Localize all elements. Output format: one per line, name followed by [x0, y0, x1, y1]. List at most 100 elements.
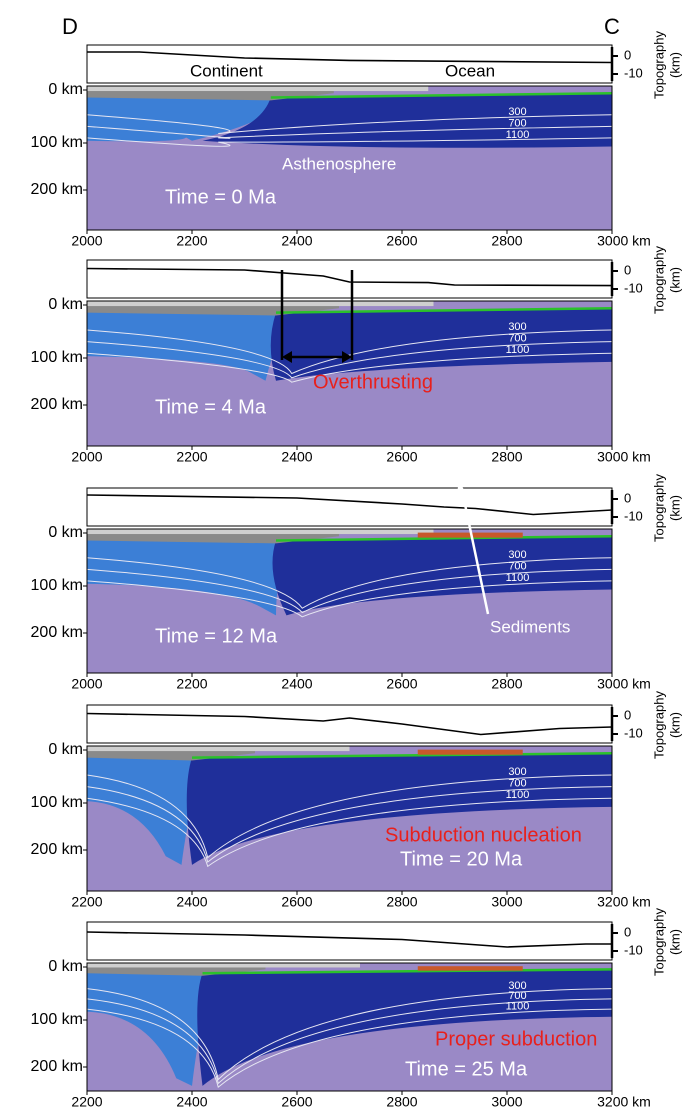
x-tick-label: 3000 km	[597, 233, 651, 249]
model-frame	[86, 528, 613, 674]
panel-label: Overthrusting	[313, 371, 433, 393]
x-tick-label: 2200	[71, 894, 102, 910]
upper-crust	[87, 746, 350, 752]
upper-crust	[87, 86, 429, 92]
topography-tick-label: -10	[624, 280, 643, 295]
topography-tick-label: -10	[624, 508, 643, 523]
topography-curve	[86, 712, 613, 736]
panel-label: Time = 20 Ma	[400, 848, 523, 870]
oceanic-plate	[272, 536, 612, 616]
x-tick-label: 2400	[281, 676, 312, 692]
x-tick-label: 2800	[491, 449, 522, 465]
panel-label: Ocean	[445, 61, 495, 80]
topography-curve	[86, 494, 613, 516]
model-frame	[86, 745, 613, 892]
x-tick-label: 2400	[176, 894, 207, 910]
x-tick-label: 3200 km	[597, 1094, 651, 1110]
model-frame	[86, 300, 613, 447]
depth-label: 200 km	[31, 841, 83, 858]
isotherm-label: 1100	[506, 129, 530, 141]
depth-label: 100 km	[31, 577, 83, 594]
topography-box	[86, 921, 613, 961]
depth-label: 0 km	[48, 958, 83, 975]
panel-label: Subduction nucleation	[385, 824, 582, 846]
depth-label: 100 km	[31, 134, 83, 151]
isotherm	[86, 114, 613, 135]
panel-label: Sediments	[490, 617, 570, 636]
x-tick-label: 2600	[386, 676, 417, 692]
x-tick-label: 2600	[386, 449, 417, 465]
depth-label: 0 km	[48, 524, 83, 541]
x-tick-label: 2200	[176, 449, 207, 465]
x-tick-label: 3000	[491, 1094, 522, 1110]
x-tick-label: 2000	[71, 676, 102, 692]
oceanic-plate	[270, 308, 612, 381]
depth-label: 100 km	[31, 1011, 83, 1028]
isotherm	[86, 352, 613, 383]
seafloor	[191, 752, 613, 759]
isotherm-label: 300	[508, 321, 526, 333]
depth-label: 0 km	[48, 741, 83, 758]
x-tick-label: 2600	[386, 233, 417, 249]
arrow-head	[456, 482, 467, 497]
continental-lithosphere	[87, 971, 224, 1086]
sediments-arrow	[460, 489, 490, 615]
panel-label: Time = 12 Ma	[155, 625, 278, 647]
x-tick-label: 2200	[176, 233, 207, 249]
depth-label: 200 km	[31, 396, 83, 413]
topography-curve	[86, 267, 613, 287]
topography-label: (km)	[667, 267, 682, 293]
upper-crust	[87, 529, 434, 535]
isotherm	[86, 137, 613, 147]
isotherm	[86, 341, 613, 379]
isotherm	[86, 557, 613, 609]
seafloor	[275, 534, 613, 542]
topography-tick-label: 0	[624, 490, 631, 505]
topography-tick-label: 0	[624, 707, 631, 722]
x-tick-label: 2600	[281, 894, 312, 910]
topography-tick-label: 0	[624, 924, 631, 939]
isotherm-label: 1100	[506, 789, 530, 801]
upper-crust	[87, 301, 434, 307]
topography-box	[86, 44, 613, 84]
topography-label: (km)	[667, 712, 682, 738]
x-tick-label: 2800	[491, 233, 522, 249]
topography-label: Topography	[651, 474, 666, 542]
seafloor	[270, 91, 613, 99]
isotherm-label: 700	[508, 117, 526, 129]
x-tick-label: 2800	[386, 894, 417, 910]
continental-lithosphere	[87, 311, 297, 381]
panel-label: Asthenosphere	[282, 154, 396, 173]
topography-tick-label: -10	[624, 725, 643, 740]
isotherm-label: 1100	[506, 344, 530, 356]
depth-label: 0 km	[48, 296, 83, 313]
panel-label: Continent	[190, 61, 263, 80]
isotherm-label: 300	[508, 549, 526, 561]
isotherm-label: 1100	[506, 572, 530, 584]
topography-label: Topography	[651, 691, 666, 759]
continental-lithosphere	[87, 539, 297, 616]
isotherm	[86, 988, 613, 1081]
x-tick-label: 2000	[71, 233, 102, 249]
isotherm-label: 700	[508, 778, 526, 790]
sediments	[417, 749, 523, 755]
topography-label: Topography	[651, 246, 666, 314]
oceanic-plate	[197, 969, 612, 1086]
x-tick-label: 2800	[491, 676, 522, 692]
x-tick-label: 2800	[386, 1094, 417, 1110]
x-tick-label: 2600	[281, 1094, 312, 1110]
panel-label: Time = 4 Ma	[155, 396, 267, 418]
panel-label: Time = 0 Ma	[165, 186, 277, 208]
x-tick-label: 3000 km	[597, 449, 651, 465]
x-tick-label: 3000	[491, 894, 522, 910]
model-frame	[86, 962, 613, 1092]
isotherm-label: 1100	[506, 1000, 530, 1012]
x-tick-label: 2000	[71, 449, 102, 465]
isotherm	[86, 774, 613, 859]
model-frame	[86, 85, 613, 231]
isotherm	[86, 998, 613, 1085]
isotherm-label: 700	[508, 990, 526, 1002]
x-tick-label: 2200	[176, 676, 207, 692]
topography-box	[86, 704, 613, 744]
